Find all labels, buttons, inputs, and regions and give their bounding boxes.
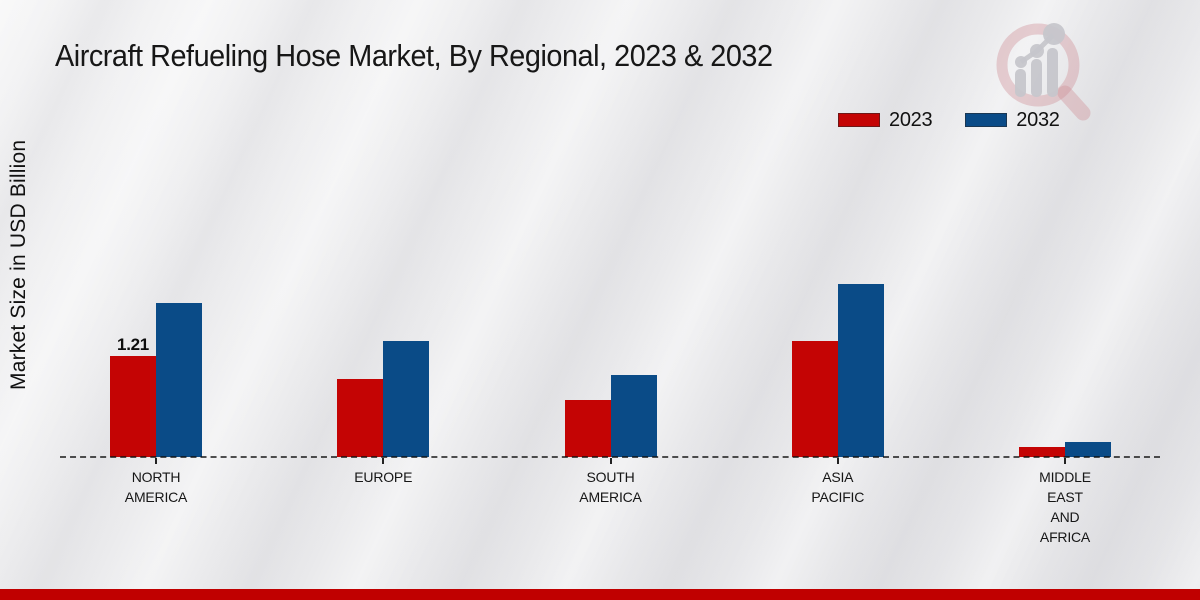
bar-2023-asia-pacific (791, 341, 838, 457)
category-label-south-america: SOUTH AMERICA (579, 469, 642, 505)
bar-2023-europe (337, 379, 384, 457)
footer-accent-bar (0, 589, 1200, 600)
legend-swatch-2032-icon (965, 113, 1008, 127)
bar-2032-middle-east-and-africa (1065, 442, 1111, 457)
bar-2032-north-america (156, 303, 202, 457)
legend-swatch-2023-icon (838, 113, 880, 127)
category-label-north-america: NORTH AMERICA (124, 469, 188, 505)
bar-2032-asia-pacific (837, 284, 884, 457)
legend-item-2032: 2032 (965, 108, 1060, 132)
x-axis-tick (609, 458, 612, 464)
x-axis-baseline (60, 456, 1160, 458)
legend-label-2032: 2032 (1016, 108, 1060, 131)
bar-2032-europe (383, 341, 430, 457)
category-label-europe: EUROPE (354, 469, 413, 485)
bar-2023-middle-east-and-africa (1019, 447, 1065, 457)
x-axis-tick (155, 458, 157, 464)
legend-item-2023: 2023 (838, 108, 933, 132)
bar-2032-south-america (610, 375, 657, 457)
legend: 2023 2032 (838, 103, 1060, 137)
bar-2023-north-america (110, 356, 156, 457)
category-label-middle-east-and-africa: MIDDLE EAST AND AFRICA (1039, 469, 1091, 545)
x-axis-tick (836, 458, 839, 464)
data-label-2023-north-america: 1.21 (117, 335, 149, 354)
legend-label-2023: 2023 (889, 108, 933, 131)
x-axis-tick (382, 458, 385, 464)
category-label-asia-pacific: ASIA PACIFIC (811, 469, 865, 505)
magnifier-bar-chart-logo-icon (996, 23, 1091, 121)
bar-2023-south-america (564, 400, 611, 457)
chart-title: Aircraft Refueling Hose Market, By Regio… (55, 38, 773, 73)
x-axis-tick (1064, 458, 1066, 464)
